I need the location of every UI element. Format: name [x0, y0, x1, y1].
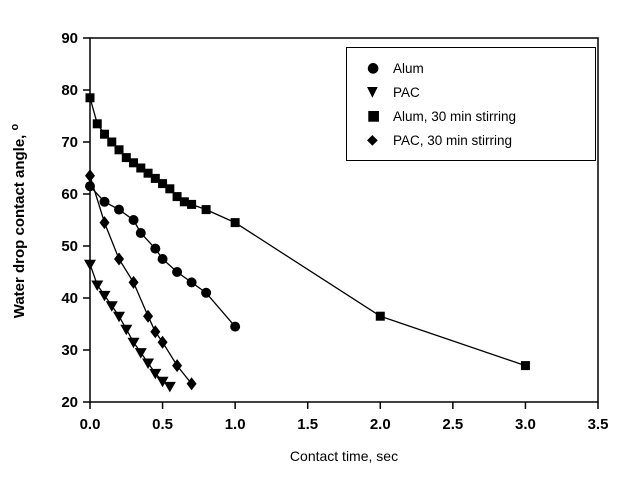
series-marker-square-icon — [158, 179, 168, 189]
series-marker-diamond-icon — [150, 325, 161, 339]
series-marker-square-icon — [85, 93, 95, 103]
y-tick-label: 70 — [61, 134, 78, 151]
x-axis-label: Contact time, sec — [289, 448, 399, 464]
series-marker-triangle-down-icon — [142, 358, 155, 369]
legend-marker-triangle-down-icon: ▼ — [367, 84, 378, 100]
y-tick-label: 50 — [61, 238, 78, 255]
series-marker-square-icon — [136, 163, 146, 173]
series-marker-diamond-icon — [143, 309, 154, 323]
x-tick-label: 3.0 — [515, 416, 536, 433]
x-tick-label: 0.5 — [152, 416, 173, 433]
series-marker-triangle-down-icon — [120, 324, 133, 336]
y-tick-label: 30 — [61, 342, 78, 359]
legend-label: Alum, 30 min stirring — [393, 108, 517, 124]
x-tick-label: 1.5 — [297, 416, 318, 433]
y-tick-label: 60 — [61, 186, 78, 203]
series-marker-diamond-icon — [186, 377, 197, 391]
series-marker-circle-icon — [135, 228, 146, 238]
series-marker-circle-icon — [150, 243, 161, 254]
series-marker-triangle-down-icon — [98, 290, 111, 302]
plot-border — [89, 37, 599, 403]
series-marker-square-icon — [92, 119, 102, 129]
series-marker-square-icon — [129, 158, 139, 168]
series-marker-square-icon — [143, 168, 153, 178]
series-marker-circle-icon — [201, 287, 212, 298]
series-marker-diamond-icon — [172, 359, 183, 373]
legend-label: PAC, 30 min stirring — [393, 132, 513, 148]
series-marker-circle-icon — [128, 215, 139, 225]
x-tick-label: 2.5 — [442, 416, 463, 433]
x-tick-label: 1.0 — [225, 416, 246, 433]
legend-item: ● Alum — [367, 56, 589, 80]
series-marker-triangle-down-icon — [149, 368, 162, 380]
series-marker-square-icon — [150, 173, 160, 183]
legend-marker-diamond-icon: ◆ — [367, 132, 378, 148]
series-marker-circle-icon — [186, 277, 197, 288]
legend-label: PAC — [393, 84, 420, 100]
series-marker-triangle-down-icon — [84, 259, 96, 271]
x-tick-label: 2.0 — [370, 416, 391, 433]
legend-item: ◆ PAC, 30 min stirring — [367, 128, 589, 152]
series-marker-square-icon — [165, 184, 175, 194]
series-marker-triangle-down-icon — [105, 301, 118, 312]
series-marker-square-icon — [179, 197, 189, 207]
series-marker-triangle-down-icon — [134, 348, 147, 359]
series-marker-circle-icon — [99, 196, 110, 207]
series-marker-square-icon — [100, 129, 110, 139]
series-marker-triangle-down-icon — [127, 337, 140, 349]
y-tick-label: 20 — [61, 394, 78, 411]
series-marker-square-icon — [520, 361, 530, 371]
series-marker-circle-icon — [230, 321, 241, 332]
series-marker-circle-icon — [114, 204, 125, 215]
series-marker-triangle-down-icon — [113, 311, 126, 323]
series-marker-diamond-icon — [128, 275, 139, 289]
legend-label: Alum — [393, 60, 424, 76]
series-marker-square-icon — [121, 153, 131, 163]
series-marker-square-icon — [230, 218, 240, 228]
series-marker-triangle-down-icon — [91, 280, 104, 291]
series-marker-diamond-icon — [85, 169, 95, 183]
series-marker-triangle-down-icon — [156, 376, 169, 388]
series-marker-square-icon — [187, 199, 197, 209]
legend: ● Alum ▼ PAC ■ Alum, 30 min stirring ◆ PAC, 30 … — [346, 47, 596, 161]
series-marker-diamond-icon — [114, 252, 125, 266]
series-marker-square-icon — [114, 145, 124, 155]
series-marker-diamond-icon — [157, 335, 168, 349]
series-marker-triangle-down-icon — [163, 381, 176, 393]
y-tick-label: 40 — [61, 290, 78, 307]
legend-marker-square-icon: ■ — [367, 108, 381, 124]
x-tick-label: 0.0 — [80, 416, 101, 433]
x-tick-label: 3.5 — [588, 416, 609, 433]
legend-marker-circle-icon: ● — [367, 60, 380, 76]
y-tick-label: 90 — [61, 30, 78, 47]
series-marker-circle-icon — [172, 267, 183, 277]
series-marker-square-icon — [107, 137, 117, 147]
legend-item: ■ Alum, 30 min stirring — [367, 104, 589, 128]
y-tick-label: 80 — [61, 82, 78, 99]
series-marker-square-icon — [201, 205, 211, 215]
series-marker-circle-icon — [157, 254, 168, 264]
series-marker-diamond-icon — [99, 216, 110, 230]
series-marker-square-icon — [172, 192, 182, 202]
series-marker-square-icon — [375, 311, 385, 321]
legend-item: ▼ PAC — [367, 80, 589, 104]
